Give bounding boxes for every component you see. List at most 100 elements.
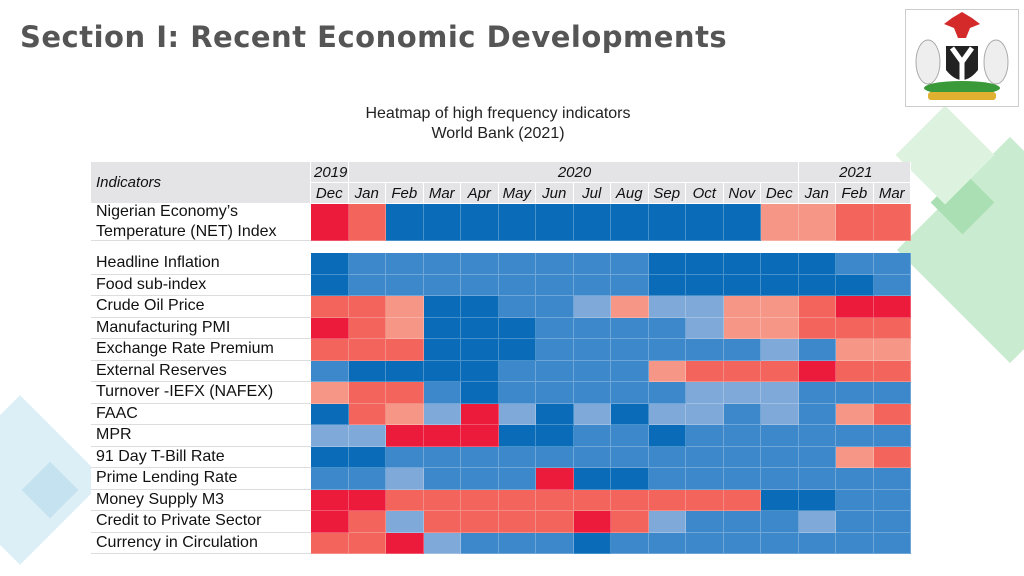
heatmap-cell [836,274,874,296]
row-label-text: External Reserves [96,361,227,379]
heatmap-cell [461,274,499,296]
heatmap-cell [311,403,349,425]
heatmap-cell [648,489,686,511]
heatmap-cell [648,403,686,425]
heatmap-cell [311,468,349,490]
heatmap-cell [311,253,349,275]
heatmap-cell [573,511,611,533]
heatmap-cell [573,468,611,490]
heatmap-cell [648,296,686,318]
heatmap-cell [873,468,911,490]
heatmap-cell [611,317,649,339]
heatmap-cell [498,403,536,425]
month-label: Mar [423,183,461,204]
heatmap-cell [573,425,611,447]
heatmap-cell [648,274,686,296]
heatmap-cell [611,489,649,511]
heatmap-cell [498,253,536,275]
heatmap-cell [386,296,424,318]
heatmap-cell [461,360,499,382]
subtitle-line: World Bank (2021) [431,125,565,142]
heatmap-cell [536,360,574,382]
month-label: Nov [723,183,761,204]
heatmap-cell [461,446,499,468]
heatmap-cell [536,511,574,533]
heatmap-cell [873,339,911,361]
heatmap-cell [386,532,424,554]
heatmap-cell [611,425,649,447]
heatmap-cell [386,425,424,447]
heatmap-cell [536,274,574,296]
row-label-text: Credit to Private Sector [96,512,262,530]
row-label: MPR [91,425,311,447]
heatmap-cell [798,317,836,339]
row-label-text: Nigerian Economy’s Temperature (NET) Ind… [96,203,277,240]
heatmap-cell [723,360,761,382]
row-label-text: Turnover -IEFX (NAFEX) [96,383,274,401]
heatmap-cell [386,446,424,468]
heatmap-cell [723,425,761,447]
heatmap-cell [311,339,349,361]
heatmap-cell [648,382,686,404]
heatmap-cell [423,204,461,241]
heatmap-cell [873,317,911,339]
heatmap-cell [836,382,874,404]
heatmap-cell [348,274,386,296]
heatmap-cell [686,468,724,490]
heatmap-cell [798,360,836,382]
heatmap-cell [573,532,611,554]
heatmap-cell [348,511,386,533]
month-label: Jan [798,183,836,204]
heatmap-cell [611,296,649,318]
heatmap-cell [423,317,461,339]
heatmap-cell [611,253,649,275]
heatmap-cell [873,382,911,404]
heatmap-cell [873,360,911,382]
heatmap-cell [873,489,911,511]
heatmap-cell [311,360,349,382]
heatmap-cell [498,360,536,382]
heatmap-cell [498,339,536,361]
heatmap-cell [723,382,761,404]
heatmap-cell [686,382,724,404]
heatmap-cell [873,296,911,318]
heatmap-cell [611,382,649,404]
heatmap-cell [873,253,911,275]
heatmap-cell [873,532,911,554]
heatmap-cell [611,274,649,296]
heatmap-cell [798,382,836,404]
heatmap-cell [798,532,836,554]
heatmap-cell [873,274,911,296]
heatmap-cell [873,446,911,468]
heatmap-cell [611,446,649,468]
heatmap-cell [798,274,836,296]
heatmap-cell [648,446,686,468]
heatmap-cell [798,511,836,533]
heatmap-cell [461,532,499,554]
heatmap-cell [686,403,724,425]
heatmap-cell [423,274,461,296]
heatmap-cell [311,274,349,296]
heatmap-cell [798,446,836,468]
heatmap-cell [648,339,686,361]
heatmap-cell [873,403,911,425]
heatmap-cell [348,468,386,490]
heatmap-cell [311,204,349,241]
month-label: Feb [386,183,424,204]
row-label-text: Currency in Circulation [96,533,258,551]
heatmap-cell [423,489,461,511]
heatmap-cell [348,296,386,318]
heatmap-cell [723,296,761,318]
heatmap-cell [348,446,386,468]
heatmap-cell [423,532,461,554]
heatmap-cell [761,360,799,382]
coat-of-arms-logo [905,9,1019,107]
heatmap-cell [348,489,386,511]
heatmap-cell [798,296,836,318]
heatmap-cell [648,425,686,447]
heatmap-cell [311,296,349,318]
heatmap-cell [536,532,574,554]
heatmap-cell [536,403,574,425]
heatmap-cell [836,532,874,554]
heatmap-cell [573,204,611,241]
